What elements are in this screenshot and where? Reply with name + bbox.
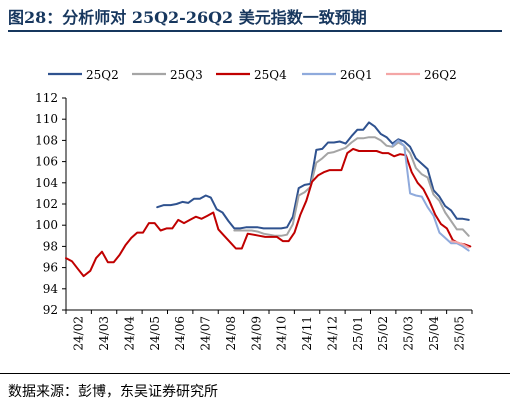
legend-label-25Q2: 25Q2 [86, 68, 119, 82]
x-tick-label: 24/02 [72, 316, 86, 351]
y-tick-label: 108 [35, 133, 58, 147]
y-tick-label: 98 [43, 239, 58, 253]
title-underline [8, 30, 502, 32]
y-tick-label: 94 [43, 282, 59, 296]
x-tick-label: 24/09 [249, 316, 263, 351]
source-divider [0, 373, 510, 374]
x-tick-label: 25/04 [427, 316, 441, 351]
legend-label-26Q2: 26Q2 [424, 68, 457, 82]
series-line-26Q2 [450, 240, 470, 249]
x-tick-label: 25/02 [376, 316, 390, 351]
y-tick-label: 96 [43, 261, 58, 275]
x-tick-label: 24/04 [122, 316, 136, 351]
y-tick-label: 100 [35, 218, 58, 232]
y-tick-label: 106 [35, 155, 58, 169]
legend-label-26Q1: 26Q1 [340, 68, 373, 82]
y-tick-label: 102 [35, 197, 58, 211]
x-tick-label: 24/12 [325, 316, 339, 351]
x-tick-label: 24/07 [199, 316, 213, 351]
x-tick-label: 25/03 [402, 316, 416, 351]
y-tick-label: 104 [35, 176, 58, 190]
y-tick-label: 110 [35, 112, 58, 126]
x-tick-label: 24/08 [224, 316, 238, 351]
series-line-25Q2 [156, 121, 470, 230]
source-note: 数据来源：彭博，东吴证券研究所 [8, 384, 218, 400]
x-tick-label: 24/03 [97, 316, 111, 351]
series-lines [65, 121, 472, 278]
series-line-25Q3 [233, 136, 470, 237]
x-tick-label: 25/01 [351, 316, 365, 351]
x-tick-label: 24/05 [148, 316, 162, 351]
legend-label-25Q4: 25Q4 [254, 68, 287, 82]
axes: 92 94 96 98 100 102 104 106 108 110 112 24/02 24/03 2… [35, 91, 473, 351]
x-tick-label: 24/10 [275, 316, 289, 351]
x-tick-label: 24/06 [173, 316, 187, 351]
y-tick-label: 112 [35, 91, 58, 105]
legend-label-25Q3: 25Q3 [170, 68, 203, 82]
chart-title: 图28：分析师对 25Q2-26Q2 美元指数一致预期 [8, 8, 367, 27]
legend: 25Q2 25Q3 25Q4 26Q1 26Q2 [48, 68, 457, 82]
series-line-25Q4 [65, 147, 472, 278]
x-tick-label: 25/05 [452, 316, 466, 351]
series-line-26Q1 [391, 139, 470, 252]
x-tick-label: 24/11 [300, 316, 314, 351]
y-tick-label: 92 [43, 303, 58, 317]
